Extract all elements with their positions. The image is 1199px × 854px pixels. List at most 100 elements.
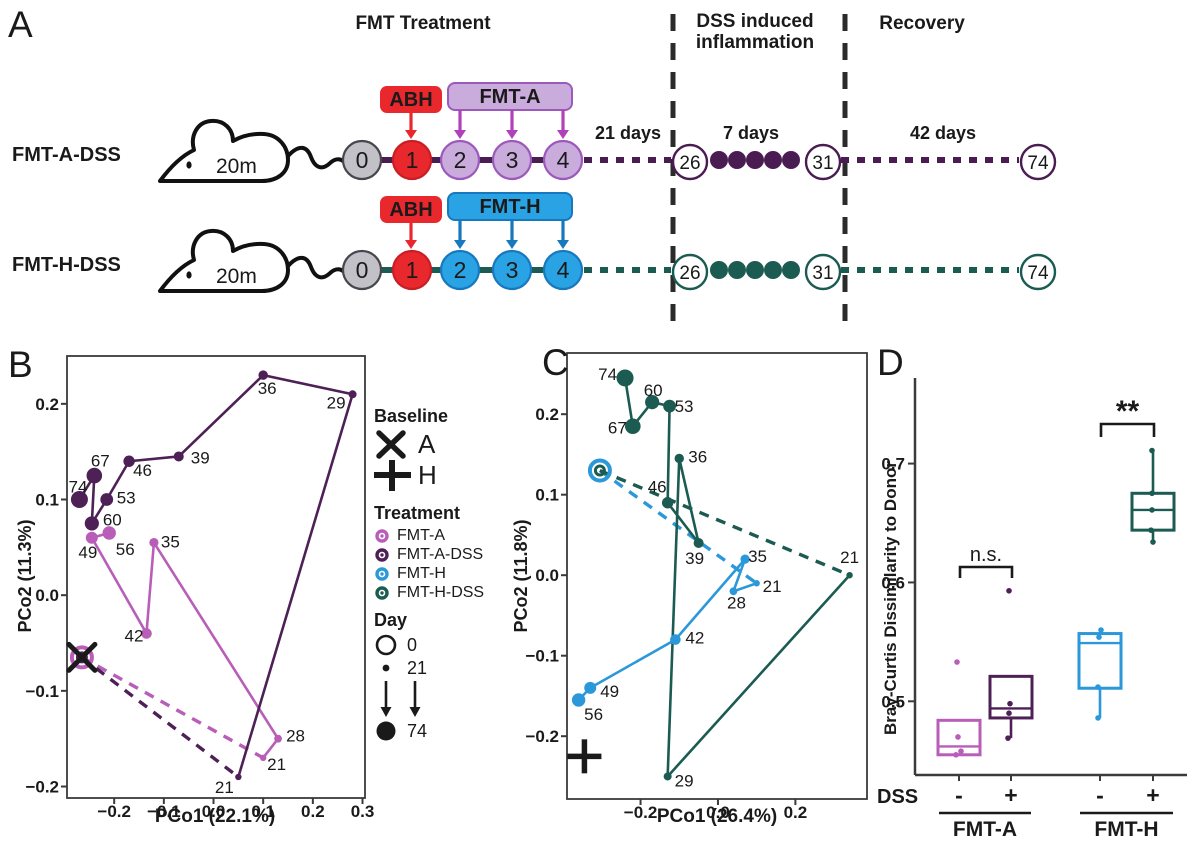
dss-row-label: DSS [877, 786, 918, 808]
treatment-ring-icon [375, 566, 389, 581]
svg-text:31: 31 [812, 263, 833, 284]
legend-treatment-label: FMT-A-DSS [397, 545, 484, 563]
data-point [954, 659, 960, 665]
dss-dose-dot [710, 151, 728, 169]
day-label: 67 [91, 452, 110, 471]
data-point [1095, 684, 1101, 690]
svg-text:FMT-A: FMT-A [953, 818, 1017, 841]
interval-7-days: 7 days [722, 123, 780, 143]
data-point [1006, 587, 1012, 594]
sample-point-day-36 [674, 453, 684, 464]
day-label: 36 [688, 447, 707, 466]
day-label: 36 [258, 379, 277, 398]
svg-text:0.2: 0.2 [35, 395, 59, 414]
day-label: 74 [598, 365, 617, 384]
legend-day-74-label: 74 [407, 720, 428, 741]
day-circle-3 [491, 249, 533, 291]
interval-21-days: 21 days [594, 123, 662, 143]
dss-dose-dot [746, 151, 764, 169]
dss-dose-dot [782, 261, 800, 279]
fmt-box [447, 82, 573, 111]
row-label-fmt-a-dss: FMT-A-DSS [12, 144, 121, 166]
svg-text:−0.1: −0.1 [25, 682, 59, 701]
day-label: 39 [191, 448, 210, 467]
mouse-icon: 20m [158, 228, 345, 293]
legend-treatment-item-fmt-a: FMT-A [374, 526, 536, 545]
dss-dose-dot [728, 151, 746, 169]
fmt-box-label: FMT-A [479, 86, 540, 108]
legend-treatment-item-fmt-h: FMT-H [374, 564, 536, 583]
fmt-box [447, 192, 573, 221]
sample-point-day-74 [616, 369, 634, 387]
checkpoint-circle-31 [804, 143, 842, 181]
svg-text:1: 1 [406, 147, 419, 173]
sample-point-day-42 [670, 634, 681, 645]
sample-point-day-29 [663, 772, 672, 781]
svg-text:FMT-H: FMT-H [1094, 818, 1158, 841]
legend-day-74: 74 [374, 719, 536, 743]
checkpoint-circle-74 [1019, 143, 1057, 181]
fmt-box-label: FMT-H [479, 196, 540, 218]
group-label-fmt-a: FMT-A [939, 811, 1031, 841]
sample-point-day-35 [149, 537, 159, 548]
panel-a-label: A [8, 4, 33, 45]
significance-ns: n.s. [958, 544, 1014, 578]
svg-text:26: 26 [679, 263, 700, 284]
day-circle-4 [542, 249, 584, 291]
trajectory-fmt-h [577, 557, 758, 701]
abh-box [380, 86, 442, 113]
timeline-row-fmt-a-dss: 20m ABH FMT-A 0 1 2 3 4 26 31 74 [158, 82, 1057, 183]
points-fmt-h: 21 28 35 42 49 56 [571, 547, 782, 724]
sample-point-day-39 [693, 537, 704, 548]
sample-point-day-29 [348, 390, 357, 399]
sample-point-day-74 [70, 491, 88, 509]
dss-dose-dot [728, 261, 746, 279]
panel-a-timeline: 20m ABH FMT-A 0 1 2 3 4 26 31 74 20m ABH FMT-H 0 1 2 3 4 26… [158, 14, 1057, 332]
dss-sign-label: + [1004, 782, 1017, 808]
day-label: 21 [763, 577, 782, 596]
svg-text:74: 74 [1027, 263, 1049, 284]
data-point [1006, 710, 1012, 716]
day-circle-2 [439, 139, 481, 181]
dss-sign-label: + [1146, 782, 1159, 808]
sample-point-day-56 [571, 693, 586, 707]
dss-dose-dot [764, 151, 782, 169]
dss-dose-dot [764, 261, 782, 279]
panel-b-plot: −0.2 −0.1 0.0 0.1 0.2 0.3−0.2−0.10.00.10.2212… [25, 355, 374, 821]
plot-frame [66, 355, 366, 799]
day-label: 49 [78, 543, 97, 562]
data-point [1149, 447, 1155, 454]
box-fmt-h-dss-minus: - [1077, 627, 1123, 808]
legend-baseline-label: A [418, 429, 436, 459]
plus-marker-icon [374, 460, 411, 491]
day-gradient-arrows-icon [380, 681, 421, 717]
significance-stars: ** [1099, 395, 1156, 437]
data-point [1150, 539, 1156, 545]
day-label: 42 [125, 626, 144, 645]
data-point [958, 748, 964, 755]
row-label-fmt-h-dss: FMT-H-DSS [12, 254, 121, 276]
day-label: 60 [103, 510, 122, 529]
mouse-icon: 20m [158, 118, 345, 183]
svg-text:−0.2: −0.2 [25, 778, 59, 797]
sample-point-day-67 [625, 418, 641, 435]
treatment-ring-icon [375, 528, 389, 543]
dss-sign-label: - [1096, 782, 1104, 808]
svg-text:0.0: 0.0 [35, 586, 59, 605]
day-label: 74 [68, 478, 87, 497]
data-point [1098, 627, 1104, 633]
svg-text:0.0: 0.0 [202, 802, 226, 821]
svg-text:0.6: 0.6 [881, 573, 905, 592]
legend-day-0-label: 0 [407, 634, 418, 655]
day-label: 29 [675, 771, 694, 790]
dss-dose-dot [782, 151, 800, 169]
svg-text:0.1: 0.1 [535, 486, 559, 505]
sample-point-day-49 [584, 681, 597, 694]
svg-text:20m: 20m [216, 155, 257, 178]
checkpoint-circle-31 [804, 253, 842, 291]
legend-baseline-title: Baseline [374, 406, 449, 426]
legend-treatment-item-fmt-a-dss: FMT-A-DSS [374, 545, 536, 564]
baseline-link-fmt-h-dss [599, 468, 851, 577]
